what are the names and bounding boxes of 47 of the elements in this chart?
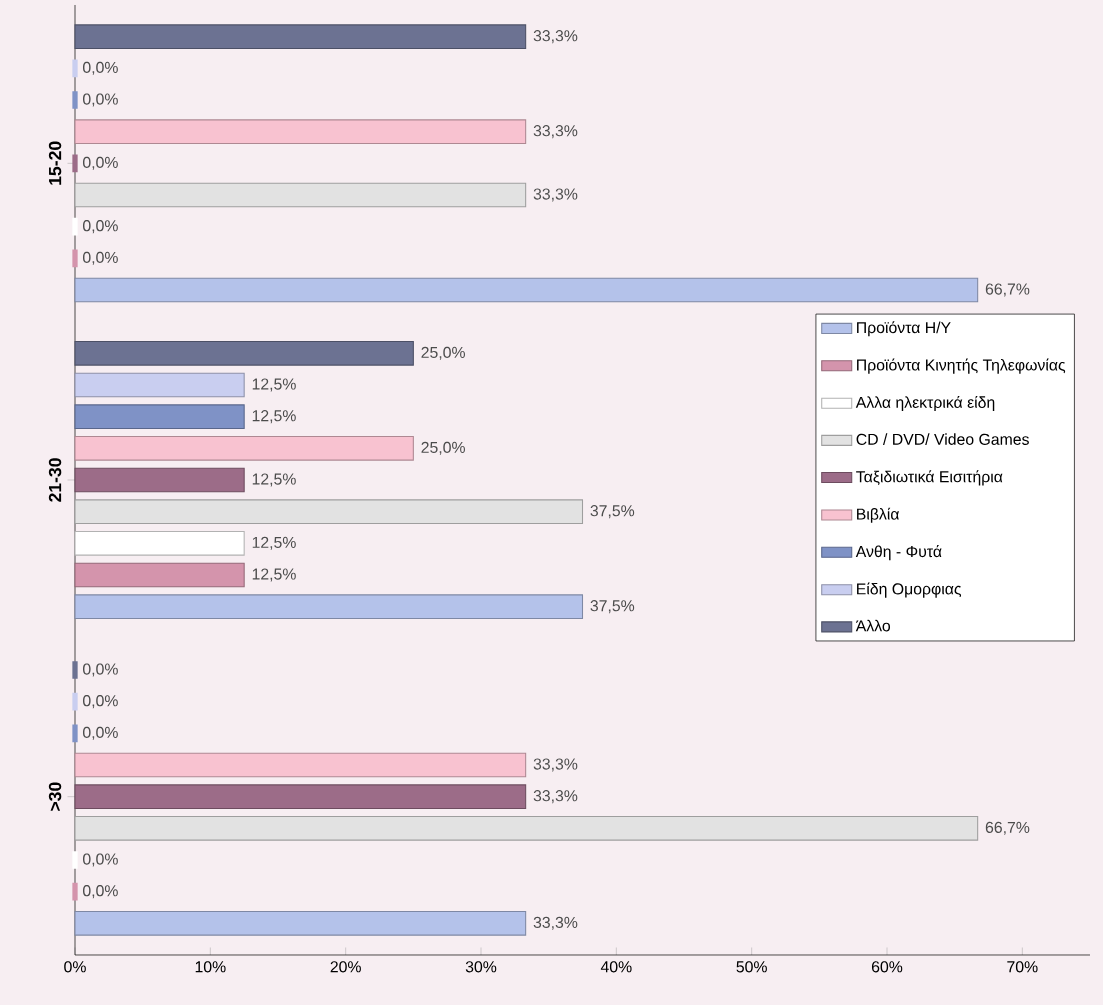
legend-label: Άλλο (855, 619, 891, 632)
data-label: 33,3% (533, 30, 578, 44)
data-label: 37,5% (590, 600, 635, 614)
data-label: 0,0% (82, 885, 118, 899)
x-tick-label: 30% (465, 961, 497, 973)
legend-label: Ανθη - Φυτά (855, 545, 942, 561)
data-label: 12,5% (252, 473, 296, 487)
data-label: 66,7% (985, 821, 1030, 835)
data-label: 12,5% (252, 410, 296, 424)
x-tick-label: 10% (195, 961, 226, 973)
data-label: 0,0% (82, 853, 118, 867)
data-label: 0,0% (82, 93, 118, 107)
data-label: 0,0% (82, 663, 118, 677)
data-label: 66,7% (985, 283, 1030, 297)
x-tick-label: 50% (736, 961, 767, 973)
data-label: 33,3% (533, 790, 578, 804)
data-label: 12,5% (252, 568, 296, 582)
y-tick-label: 21-30 (48, 458, 62, 502)
y-tick-label: 15-20 (48, 141, 62, 185)
data-label: 12,5% (252, 536, 296, 550)
data-label: 0,0% (82, 695, 118, 709)
legend-label: Προϊόντα Η/Υ (857, 321, 951, 337)
legend-label: Ταξιδιωτικά Εισιτήρια (856, 470, 1003, 486)
legend-label: Είδη Ομορφιας (857, 582, 962, 598)
y-tick-label: >30 (48, 782, 62, 811)
legend-label: Προϊόντα Κινητής Τηλεφωνίας (857, 358, 1066, 374)
legend-label: Βιβλία (857, 507, 900, 523)
x-tick-label: 60% (871, 961, 903, 973)
data-label: 25,0% (421, 441, 465, 455)
data-label: 0,0% (82, 156, 118, 170)
data-label: 25,0% (421, 346, 465, 360)
data-label: 37,5% (590, 505, 635, 519)
data-label: 33,3% (533, 188, 578, 202)
data-label: 12,5% (252, 378, 296, 392)
x-tick-label: 70% (1007, 961, 1038, 973)
x-tick-label: 40% (600, 961, 632, 973)
x-tick-label: 0% (64, 961, 86, 973)
data-label: 0,0% (82, 220, 118, 234)
data-label: 33,3% (533, 758, 578, 772)
data-label: 0,0% (82, 61, 118, 75)
legend-label: Αλλα ηλεκτρικά είδη (855, 395, 995, 412)
x-tick-label: 20% (330, 961, 361, 973)
data-label: 33,3% (533, 916, 578, 930)
legend-label: CD / DVD/ Video Games (856, 433, 1029, 445)
data-label: 0,0% (82, 251, 118, 265)
data-label: 33,3% (533, 125, 578, 139)
data-label: 0,0% (82, 726, 118, 740)
